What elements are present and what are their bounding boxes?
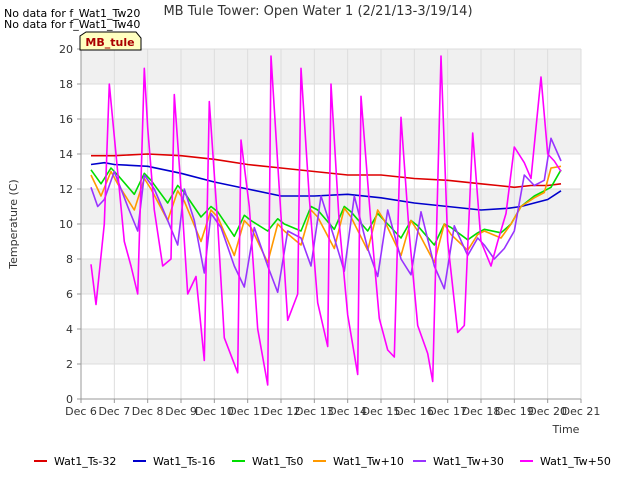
series-line-Wat1_Tw+30	[90, 137, 562, 294]
plot-band	[81, 329, 581, 364]
x-tick-label: Dec 17	[428, 405, 467, 418]
series-line-Wat1_Tw+50	[90, 55, 562, 386]
y-tick-label: 0	[66, 393, 73, 406]
no-data-note-1: No data for f_Wat1_Tw20	[4, 7, 140, 20]
x-tick-label: Dec 16	[395, 405, 434, 418]
x-tick-label: Dec 20	[528, 405, 567, 418]
plot-band	[81, 259, 581, 294]
x-tick-label: Dec 7	[98, 405, 130, 418]
legend-entry-Wat1_Tw+50: Wat1_Tw+50	[540, 455, 611, 468]
y-tick-label: 4	[66, 323, 73, 336]
grid	[80, 48, 582, 400]
x-tick-label: Dec 8	[132, 405, 164, 418]
y-tick-label: 8	[66, 253, 73, 266]
y-axis-label: Temperature (C)	[7, 179, 20, 269]
x-tick-label: Dec 12	[262, 405, 301, 418]
x-tick-label: Dec 10	[195, 405, 234, 418]
x-tick-label: Dec 11	[228, 405, 267, 418]
legend-entry-Wat1_Tw+30: Wat1_Tw+30	[433, 455, 504, 468]
y-tick-label: 14	[59, 148, 73, 161]
y-tick-label: 18	[59, 78, 73, 91]
y-tick-label: 16	[59, 113, 73, 126]
series-line-Wat1_Tw+10	[90, 165, 562, 264]
series-line-Wat1_Ts0	[90, 167, 562, 246]
legend: Wat1_Ts-32 Wat1_Ts-16 Wat1_Ts0 Wat1_Tw+10 Wa…	[34, 455, 611, 468]
x-tick-label: Dec 14	[328, 405, 367, 418]
y-tick-label: 20	[59, 43, 73, 56]
x-tick-label: Dec 19	[495, 405, 534, 418]
x-tick-label: Dec 15	[362, 405, 401, 418]
site-badge: MB_tule	[79, 31, 142, 51]
x-axis-label: Time	[552, 423, 580, 436]
x-tick-label: Dec 21	[562, 405, 601, 418]
x-tick-label: Dec 13	[295, 405, 334, 418]
y-tick-label: 12	[59, 183, 73, 196]
y-tick-label: 6	[66, 288, 73, 301]
legend-entry-Wat1_Ts-16: Wat1_Ts-16	[153, 455, 215, 468]
y-tick-label: 10	[59, 218, 73, 231]
x-tick-label: Dec 18	[462, 405, 501, 418]
legend-entry-Wat1_Ts0: Wat1_Ts0	[252, 455, 303, 468]
series-layer	[90, 55, 562, 386]
plot-band	[81, 49, 581, 84]
series-line-Wat1_Ts-32	[91, 153, 562, 189]
y-tick-label: 2	[66, 358, 73, 371]
legend-entry-Wat1_Ts-32: Wat1_Ts-32	[54, 455, 116, 468]
legend-entry-Wat1_Tw+10: Wat1_Tw+10	[333, 455, 404, 468]
x-tick-label: Dec 6	[65, 405, 97, 418]
chart-title: MB Tule Tower: Open Water 1 (2/21/13-3/1…	[163, 4, 472, 19]
site-badge-label: MB_tule	[85, 36, 134, 49]
x-tick-label: Dec 9	[165, 405, 197, 418]
no-data-note-2: No data for f_Wat1_Tw40	[4, 18, 140, 31]
